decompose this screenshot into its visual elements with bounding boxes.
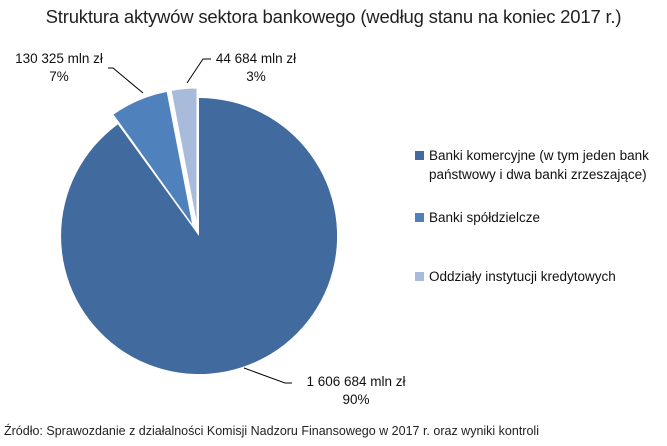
source-note: Źródło: Sprawozdanie z działalności Komi… [4,424,539,438]
slice-commercial-banks [61,97,338,374]
chart-title: Struktura aktywów sektora bankowego (wed… [45,6,622,27]
leader-line-cooperative [108,67,144,94]
legend-item-branches: Oddziały instytucji kredytowych [415,267,654,286]
label-cooperative: 130 325 mln zł 7% [3,50,115,86]
legend-label-cooperative: Banki spółdzielcze [429,210,541,225]
slice-credit-institution-branches [170,87,198,227]
legend-swatch-commercial [415,151,424,160]
label-commercial-pct: 90% [342,392,370,407]
legend-label-commercial-line2: państwowy i dwa banki zrzeszające) [429,167,647,182]
label-cooperative-value: 130 325 mln zł [15,51,103,66]
label-cooperative-pct: 7% [49,69,69,84]
legend-swatch-cooperative [415,213,424,222]
label-branches-pct: 3% [246,69,266,84]
legend-label-branches: Oddziały instytucji kredytowych [429,269,616,284]
legend-swatch-branches [415,272,424,281]
leader-line-commercial [243,367,292,384]
legend-label-commercial-line1: Banki komercyjne (w tym jeden bank [429,148,649,163]
legend-item-commercial: Banki komercyjne (w tym jeden bank państw… [415,146,654,184]
slice-cooperative-banks [112,90,194,227]
label-branches: 44 684 mln zł 3% [207,50,305,86]
label-commercial-value: 1 606 684 mln zł [306,374,406,389]
legend-item-cooperative: Banki spółdzielcze [415,208,654,227]
label-branches-value: 44 684 mln zł [215,51,297,66]
label-commercial: 1 606 684 mln zł 90% [290,373,422,409]
leader-line-branches [186,58,211,84]
